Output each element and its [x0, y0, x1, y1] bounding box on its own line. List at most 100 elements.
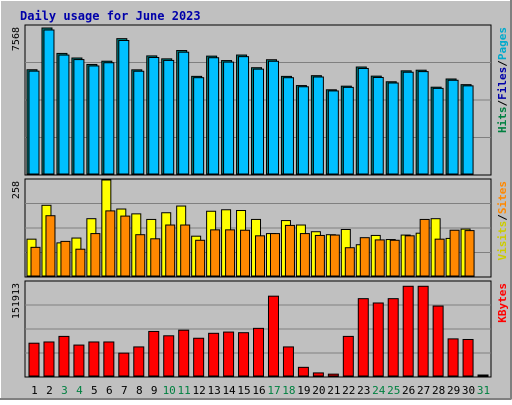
- x-tick-label: 6: [106, 384, 113, 397]
- sites-bar: [434, 238, 445, 277]
- kbytes-bar: [148, 330, 160, 377]
- sites-bar: [389, 239, 400, 277]
- panel-middle: 258 Visits/Sites: [11, 178, 509, 278]
- sites-bar: [419, 218, 430, 277]
- kbytes-bar: [477, 374, 489, 377]
- sites-bar: [329, 234, 340, 277]
- sites-bar: [90, 233, 101, 277]
- kbytes-bar: [282, 346, 294, 377]
- sites-bar: [180, 224, 191, 277]
- sites-bar: [120, 215, 131, 277]
- legend-item: KBytes: [496, 283, 509, 323]
- kbytes-bar: [223, 331, 235, 377]
- sites-bar: [150, 238, 161, 277]
- chart-title: Daily usage for June 2023: [20, 9, 201, 23]
- sites-bar: [449, 229, 460, 277]
- files-bar: [357, 67, 369, 175]
- kbytes-bar: [387, 298, 399, 377]
- panel-top: 7568 Hits/Files/Pages: [11, 24, 509, 176]
- sites-bar: [60, 240, 71, 277]
- x-tick-label: 15: [237, 384, 250, 397]
- kbytes-bar: [28, 342, 40, 377]
- x-tick-label: 3: [61, 384, 68, 397]
- x-tick-label: 18: [282, 384, 295, 397]
- files-bar: [447, 79, 459, 175]
- x-tick-label: 24: [372, 384, 386, 397]
- files-bar: [312, 76, 324, 175]
- sites-bar: [105, 210, 116, 277]
- kbytes-bar: [178, 329, 190, 377]
- legend-label: KBytes: [496, 283, 509, 323]
- x-tick-label: 20: [312, 384, 325, 397]
- files-bar: [103, 62, 115, 175]
- max-value-label: 7568: [11, 27, 22, 51]
- x-tick-label: 25: [387, 384, 400, 397]
- x-tick-label: 14: [222, 384, 236, 397]
- files-bar: [118, 40, 130, 175]
- panel-bottom: 151913 KBytes: [11, 280, 509, 378]
- sites-bar: [210, 229, 221, 277]
- files-bar: [432, 87, 444, 175]
- legend-item: Sites: [496, 181, 509, 214]
- x-tick-label: 27: [417, 384, 430, 397]
- sites-bar: [374, 239, 385, 277]
- files-bar: [267, 60, 279, 175]
- sites-bar: [269, 233, 280, 277]
- kbytes-bar: [253, 327, 265, 377]
- x-tick-label: 2: [46, 384, 53, 397]
- legend-item: /: [496, 214, 509, 221]
- files-bar: [327, 90, 339, 175]
- kbytes-bar: [88, 341, 100, 377]
- x-axis-labels: 1 2 3 4 5 6 7 8 9 10 11 12 13 14 15 16 17 18 19 20 21 22 23 24 2…: [31, 384, 490, 397]
- files-bar: [43, 29, 55, 175]
- legend-item: Files: [496, 67, 509, 100]
- kbytes-bar: [357, 298, 369, 377]
- kbytes-bar: [342, 335, 354, 377]
- x-tick-label: 21: [327, 384, 340, 397]
- max-value-label: 258: [11, 181, 22, 199]
- files-bar: [58, 54, 70, 175]
- sites-bar: [255, 235, 266, 277]
- x-tick-label: 16: [252, 384, 265, 397]
- kbytes-bar: [312, 372, 324, 377]
- sites-bar: [30, 246, 41, 277]
- kbytes-bar: [163, 335, 175, 377]
- files-bar: [297, 86, 309, 175]
- files-bar: [387, 82, 399, 175]
- x-tick-label: 23: [357, 384, 370, 397]
- sites-bar: [359, 237, 370, 277]
- files-bar: [178, 51, 190, 175]
- sites-bar: [165, 224, 176, 277]
- kbytes-bar: [462, 338, 474, 377]
- kbytes-bar: [193, 337, 205, 377]
- files-bar: [73, 59, 85, 175]
- files-bar: [238, 56, 250, 175]
- sites-bar: [464, 230, 475, 277]
- legend-item: /: [496, 100, 509, 107]
- kbytes-bar: [327, 373, 339, 377]
- kbytes-bar: [73, 344, 85, 377]
- files-bar: [28, 70, 40, 175]
- files-bar: [372, 76, 384, 175]
- chart-panels: 7568 Hits/Files/Pages 258Visits/Sites15191…: [11, 24, 509, 378]
- sites-bar: [135, 234, 146, 277]
- x-tick-label: 4: [76, 384, 83, 397]
- sites-bar: [225, 229, 236, 277]
- x-tick-label: 11: [178, 384, 191, 397]
- x-tick-label: 22: [342, 384, 355, 397]
- kbytes-bar: [43, 341, 55, 377]
- files-bar: [223, 61, 235, 175]
- legend-item: /: [496, 60, 509, 67]
- x-tick-label: 9: [151, 384, 158, 397]
- sites-bar: [404, 235, 415, 277]
- kbytes-bar: [432, 305, 444, 377]
- legend-label: Hits/Files/Pages: [496, 27, 509, 133]
- files-bar: [208, 57, 220, 175]
- x-tick-label: 8: [136, 384, 143, 397]
- kbytes-bar: [103, 341, 115, 377]
- files-bar: [88, 65, 100, 175]
- kbytes-bar: [267, 295, 279, 377]
- kbytes-bar: [118, 352, 130, 377]
